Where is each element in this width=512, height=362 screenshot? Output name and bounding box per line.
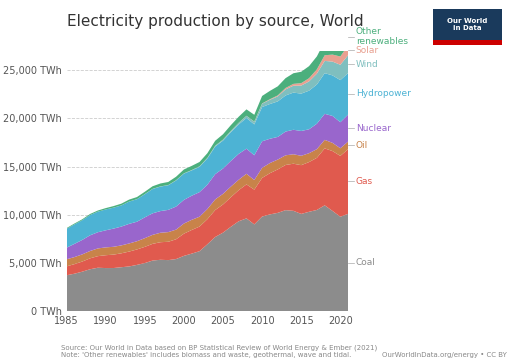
Text: Source: Our World in Data based on BP Statistical Review of World Energy & Ember: Source: Our World in Data based on BP St… <box>61 345 378 358</box>
Text: Hydropower: Hydropower <box>356 89 411 98</box>
Text: Wind: Wind <box>356 60 378 68</box>
Text: Coal: Coal <box>356 258 376 267</box>
Text: Oil: Oil <box>356 141 368 150</box>
Text: Nuclear: Nuclear <box>356 123 391 132</box>
Text: OurWorldInData.org/energy • CC BY: OurWorldInData.org/energy • CC BY <box>382 352 507 358</box>
Text: Our World
in Data: Our World in Data <box>447 18 487 31</box>
Text: Solar: Solar <box>356 46 379 55</box>
Text: Gas: Gas <box>356 177 373 186</box>
Text: Electricity production by source, World: Electricity production by source, World <box>67 14 363 29</box>
Text: Other
renewables: Other renewables <box>356 27 408 46</box>
Bar <box>433 40 502 45</box>
